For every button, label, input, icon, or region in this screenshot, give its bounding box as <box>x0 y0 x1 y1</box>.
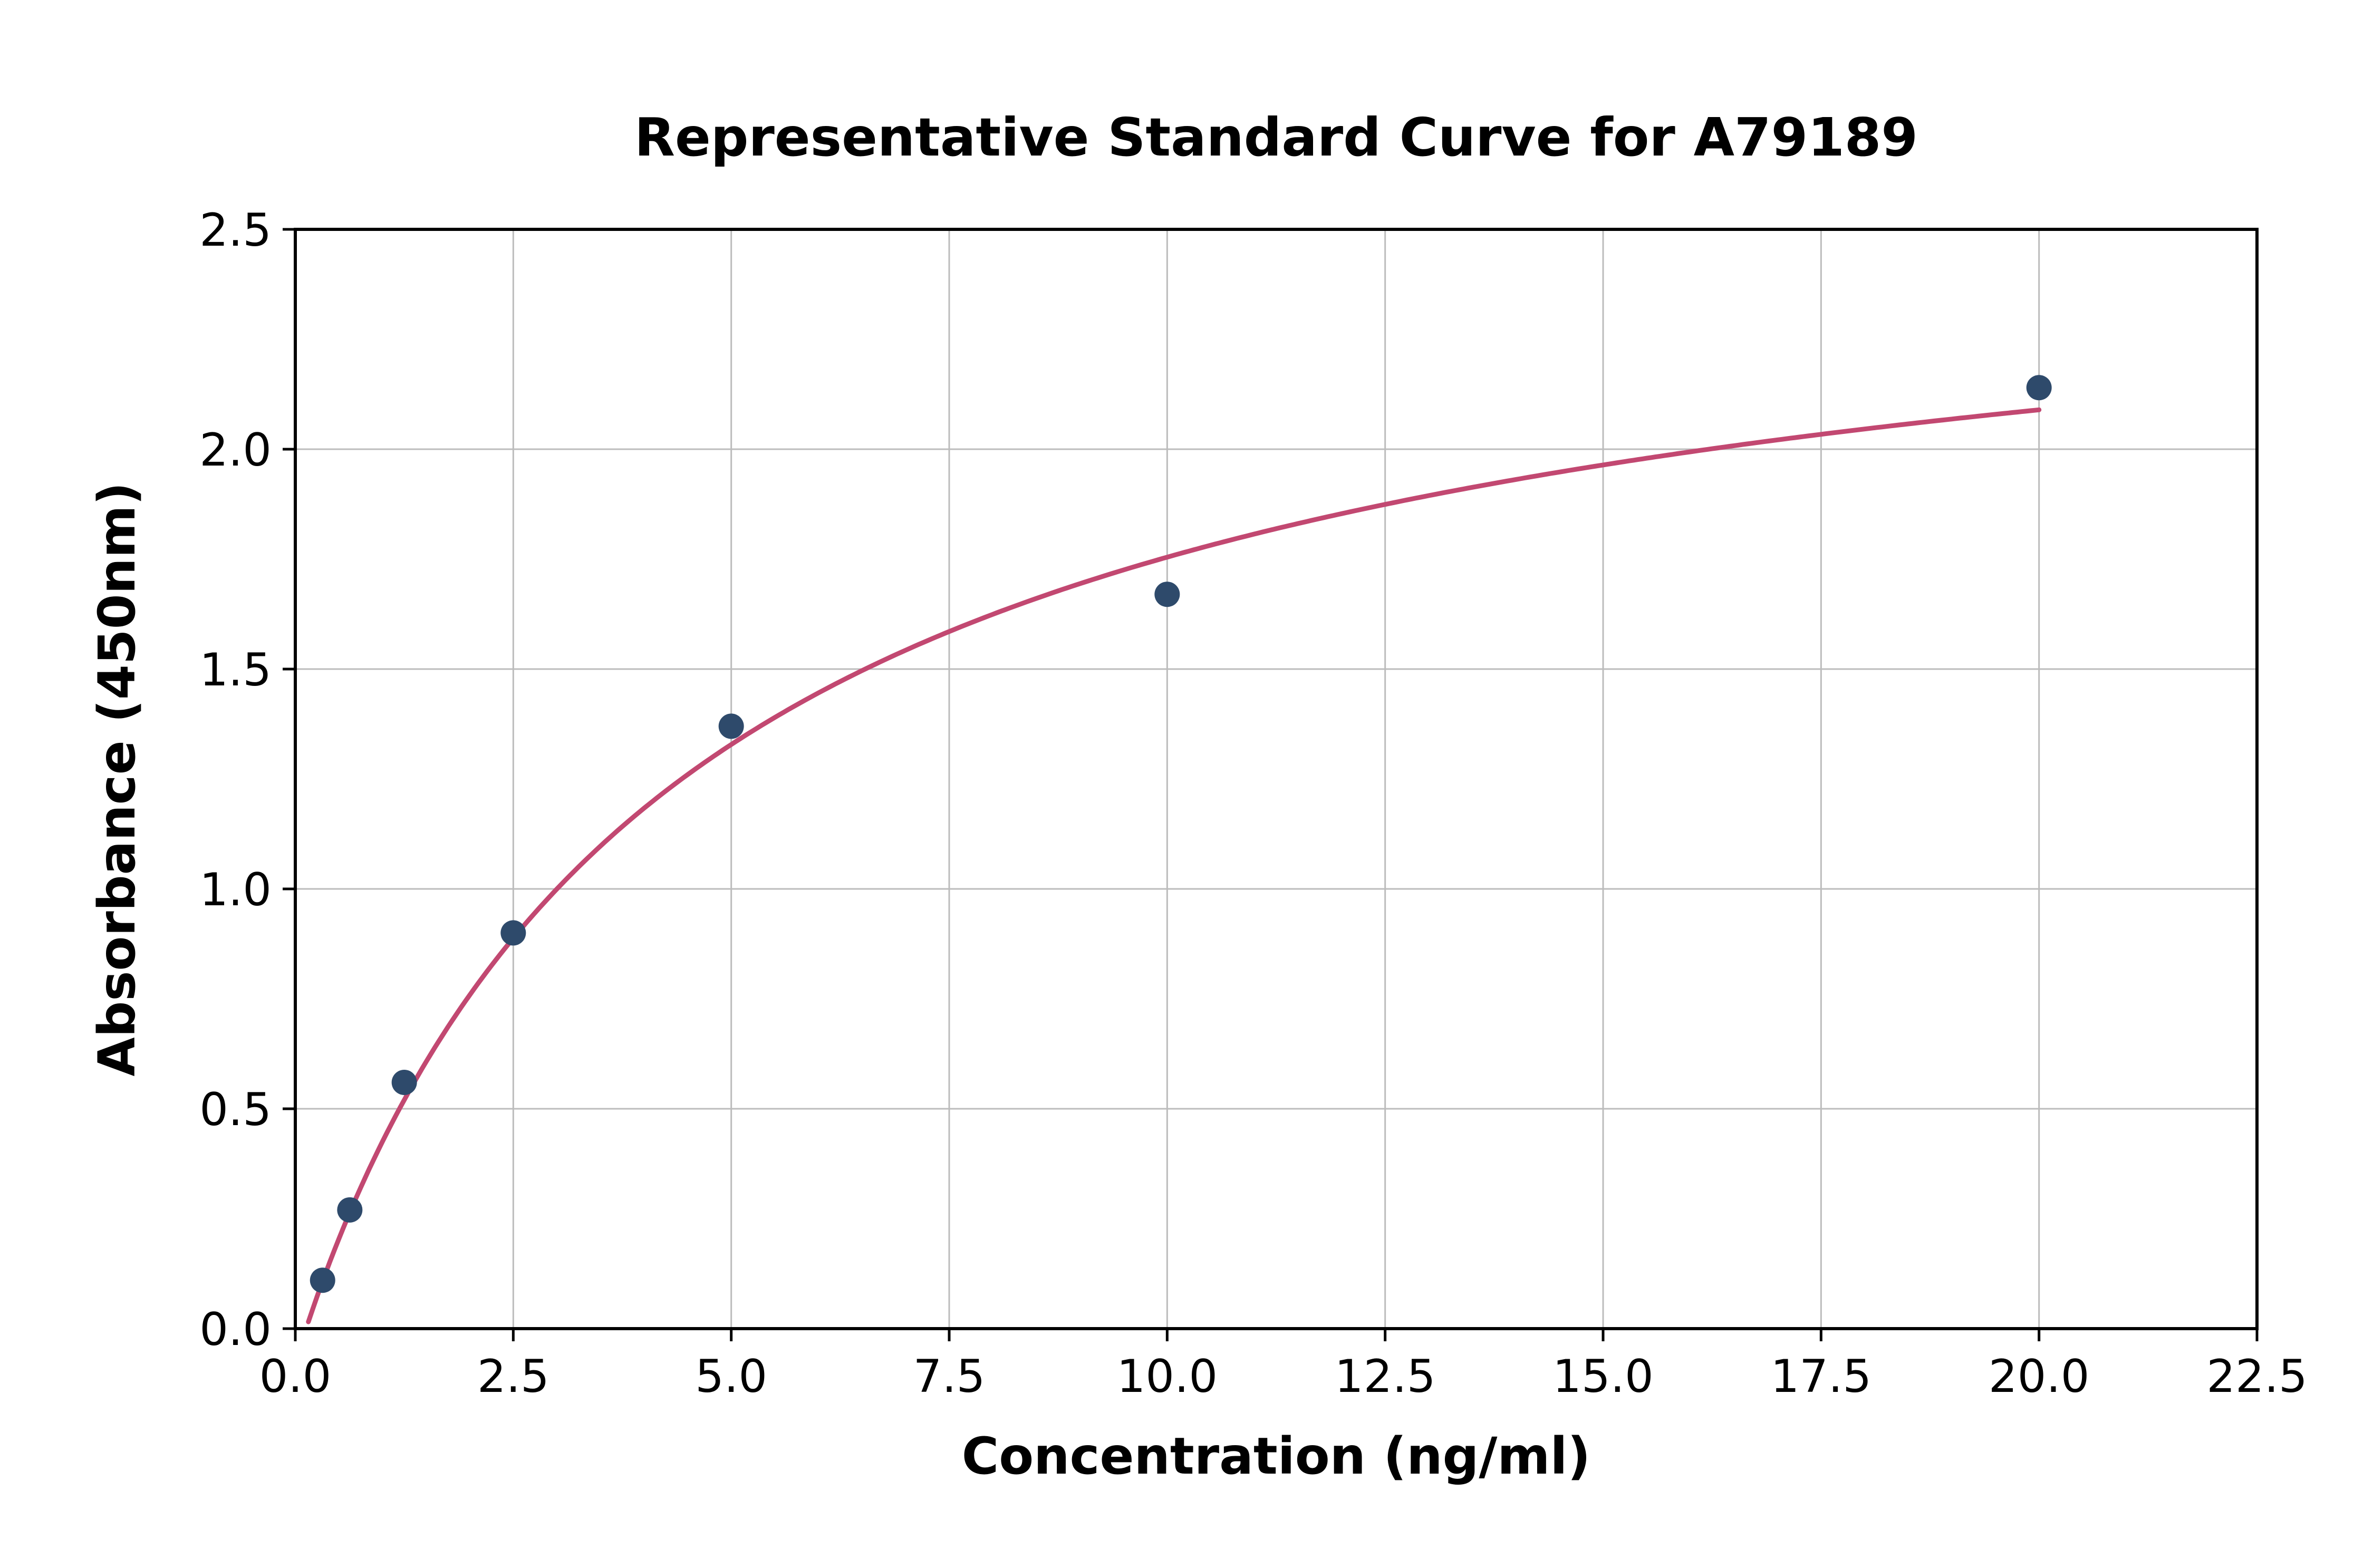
x-tick-label: 15.0 <box>1552 1350 1653 1403</box>
y-tick-label: 0.0 <box>199 1303 272 1356</box>
data-point <box>718 713 744 739</box>
tick-marks <box>283 228 2259 1341</box>
data-point <box>391 1069 417 1095</box>
y-tick-label: 0.5 <box>199 1083 272 1136</box>
data-point <box>1154 582 1180 607</box>
y-tick-label: 2.5 <box>199 204 272 257</box>
data-point <box>2026 375 2052 401</box>
fit-curve <box>306 407 2042 1324</box>
plot-area <box>295 229 2257 1329</box>
x-tick-label: 17.5 <box>1771 1350 1872 1403</box>
y-tick-label: 1.0 <box>199 864 272 916</box>
y-axis-label: Absorbance (450nm) <box>88 482 147 1076</box>
x-tick-label: 5.0 <box>695 1350 767 1403</box>
x-tick-label: 12.5 <box>1335 1350 1435 1403</box>
x-tick-label: 0.0 <box>259 1350 332 1403</box>
axes-box <box>294 228 2259 1330</box>
data-point <box>500 920 526 946</box>
x-tick-label: 20.0 <box>1989 1350 2089 1403</box>
x-tick-label: 22.5 <box>2206 1350 2307 1403</box>
y-tick-label: 1.5 <box>199 644 272 696</box>
x-axis-label: Concentration (ng/ml) <box>962 1427 1590 1486</box>
y-tick-label: 2.0 <box>199 424 272 477</box>
x-tick-label: 10.0 <box>1117 1350 1218 1403</box>
axes-frame <box>294 228 2259 1330</box>
x-tick-label: 7.5 <box>913 1350 986 1403</box>
data-point <box>310 1267 335 1293</box>
data-point <box>337 1197 363 1223</box>
tick-labels: 0.0 2.5 5.0 7.5 10.0 12.5 15.0 17.5 20.0 22.5 0.0 0… <box>199 204 2308 1403</box>
chart-title: Representative Standard Curve for A79189 <box>634 107 1918 168</box>
x-tick-label: 2.5 <box>477 1350 549 1403</box>
data-series <box>306 375 2052 1324</box>
